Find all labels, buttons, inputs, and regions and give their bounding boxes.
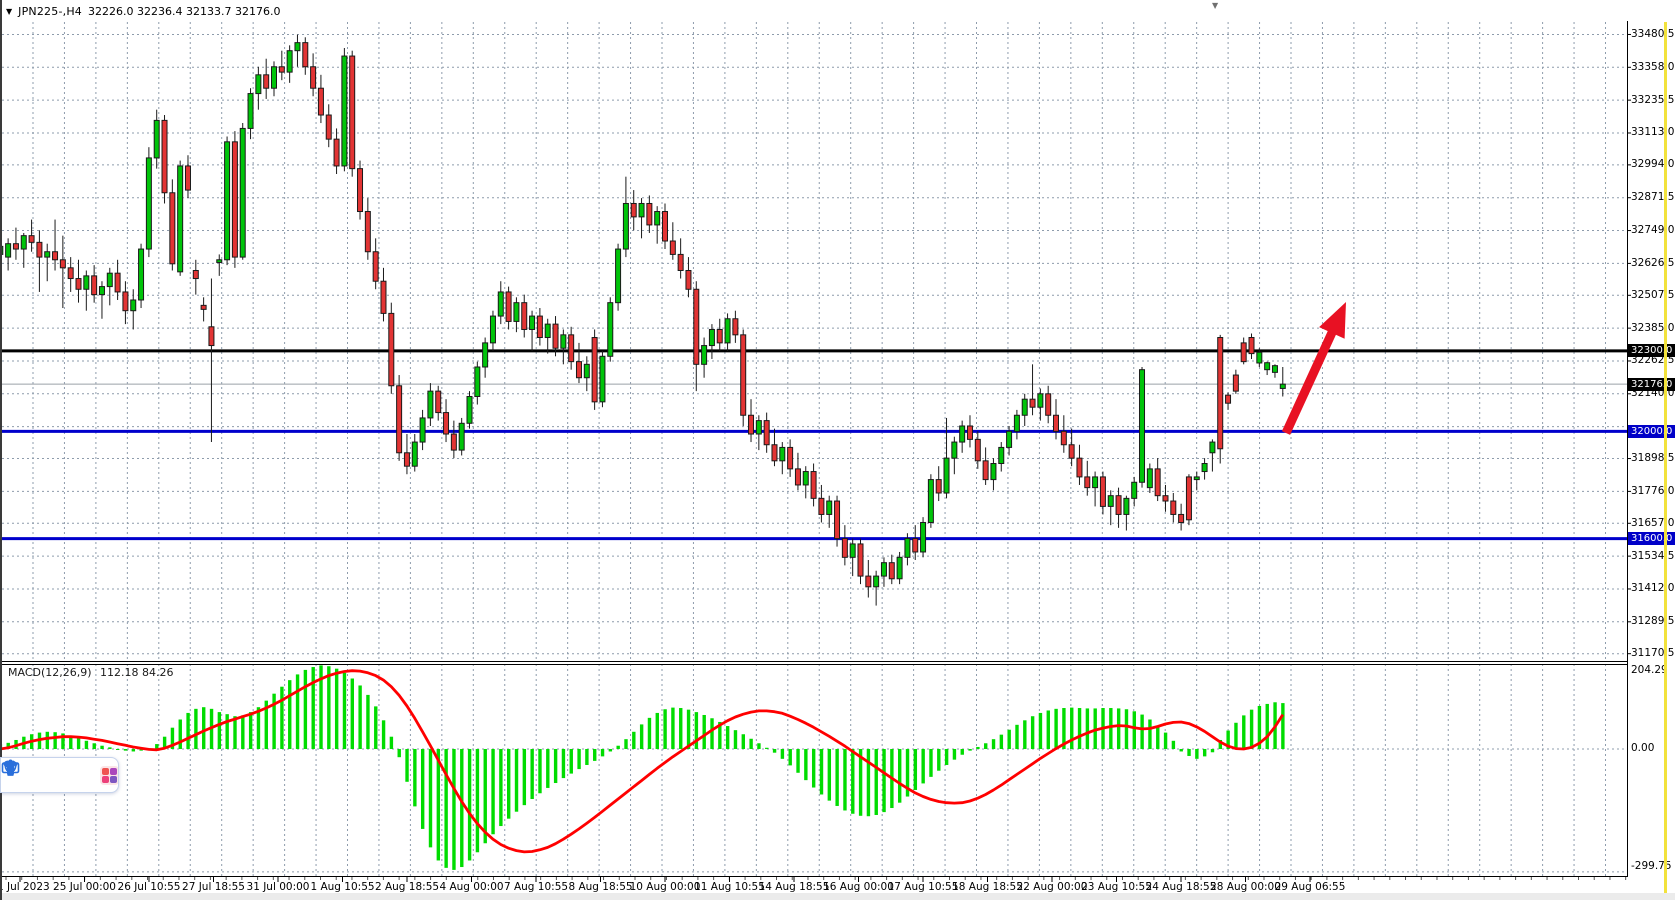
macd-axis-zero: 0.00	[1631, 742, 1655, 754]
macd-histogram	[0, 665, 1285, 870]
macd-axis-min: -299.75	[1631, 860, 1672, 872]
bullish-arrow-annotation[interactable]	[1281, 302, 1346, 435]
symbol-dropdown-icon[interactable]: ▼	[6, 6, 13, 16]
grid-lines	[2, 22, 1627, 876]
candlestick-series[interactable]	[0, 34, 1286, 606]
microphone-icon[interactable]	[4, 759, 41, 785]
chart-titlebar: ▼ JPN225-,H4 32226.0 32236.4 32133.7 321…	[6, 3, 280, 19]
floating-input-toolbar[interactable]	[0, 757, 119, 793]
symbol-title: JPN225-,H4	[18, 4, 82, 18]
t-shirt-icon[interactable]	[3, 760, 93, 785]
macd-signal-line	[0, 669, 1284, 854]
macd-axis-max: 204.29	[1631, 664, 1668, 676]
macd-indicator-label: MACD(12,26,9) 112.18 84.26	[8, 666, 174, 679]
time-axis[interactable]	[0, 877, 1627, 894]
ohlc-readout: 32226.0 32236.4 32133.7 32176.0	[88, 4, 281, 18]
bottom-strip	[0, 893, 1675, 900]
panel-borders	[0, 21, 1628, 877]
axis-highlight-stripe	[1664, 22, 1667, 893]
macd-name: MACD(12,26,9)	[8, 666, 92, 679]
apps-grid-icon[interactable]	[100, 765, 118, 785]
window-left-border	[0, 0, 2, 900]
axis-ticks	[5, 33, 1631, 882]
price-axis[interactable]	[1628, 22, 1675, 876]
chart-shift-marker-icon[interactable]: ▼	[1212, 1, 1219, 10]
macd-values: 112.18 84.26	[100, 666, 174, 679]
keyboard-icon[interactable]	[1, 762, 67, 785]
